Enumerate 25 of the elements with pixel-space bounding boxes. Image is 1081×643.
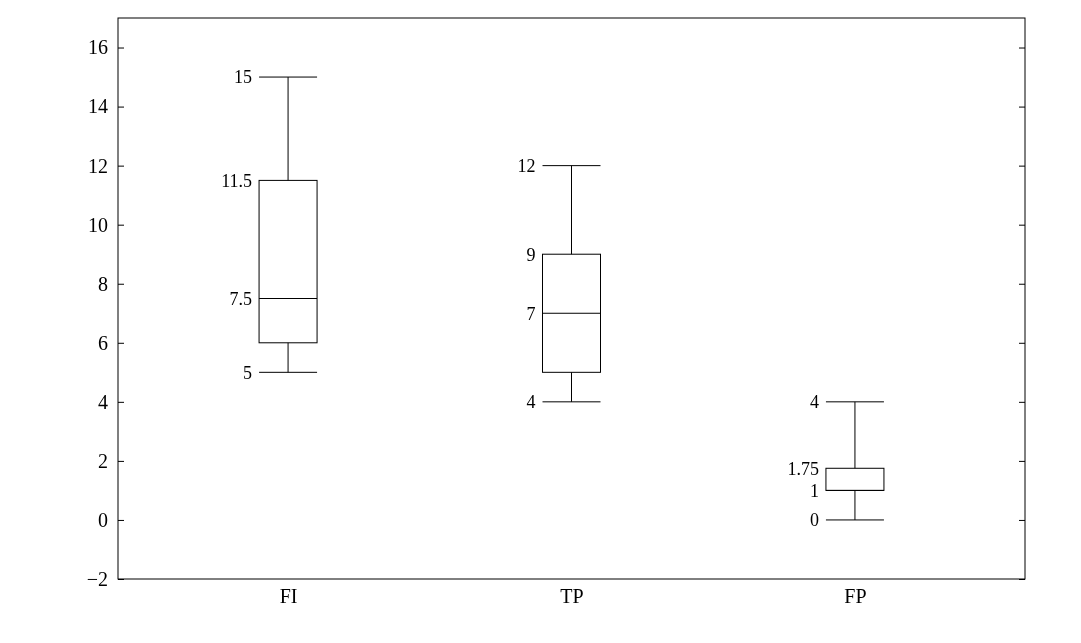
y-tick-label: 2 xyxy=(98,449,108,472)
annotation: 7.5 xyxy=(229,288,253,309)
y-tick-label: 6 xyxy=(98,331,108,354)
annotation: 4 xyxy=(809,392,819,413)
annotation: 0 xyxy=(809,510,819,531)
annotation: 11.5 xyxy=(221,170,253,191)
y-tick-label: 4 xyxy=(98,390,108,413)
y-tick-label: 0 xyxy=(98,508,108,531)
y-tick-label: 12 xyxy=(88,154,108,177)
y-tick-label: 16 xyxy=(88,36,108,59)
annotation: 9 xyxy=(526,244,536,265)
annotation: 5 xyxy=(243,362,253,383)
annotation: 4 xyxy=(526,392,536,413)
x-tick-label: FP xyxy=(844,585,867,608)
annotation: 15 xyxy=(234,67,253,88)
y-tick-label: 10 xyxy=(88,213,108,236)
annotation: 7 xyxy=(526,303,536,324)
y-tick-label: 14 xyxy=(88,95,108,118)
y-tick-label: 8 xyxy=(98,272,108,295)
x-tick-label: TP xyxy=(560,585,584,608)
annotation: 1.75 xyxy=(787,458,819,479)
y-tick-label: −2 xyxy=(86,567,108,590)
annotation: 12 xyxy=(517,155,536,176)
annotation: 1 xyxy=(809,480,819,501)
x-tick-label: FI xyxy=(279,585,298,608)
